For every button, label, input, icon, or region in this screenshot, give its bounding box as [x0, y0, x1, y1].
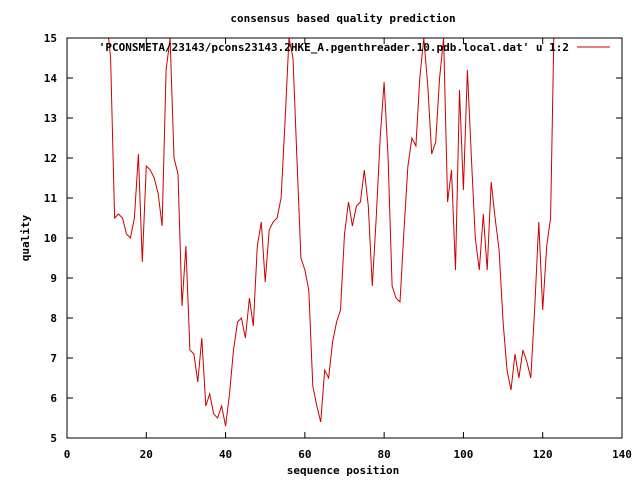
x-tick-label: 120 — [533, 448, 553, 461]
y-tick-label: 13 — [44, 112, 57, 125]
x-tick-label: 20 — [140, 448, 153, 461]
y-tick-label: 6 — [50, 392, 57, 405]
x-axis-label: sequence position — [287, 464, 400, 477]
y-tick-label: 7 — [50, 352, 57, 365]
y-tick-label: 12 — [44, 152, 57, 165]
y-tick-label: 15 — [44, 32, 57, 45]
y-tick-label: 5 — [50, 432, 57, 445]
y-tick-label: 9 — [50, 272, 57, 285]
legend-entry-label: 'PCONSMETA/23143/pcons23143.2HKE_A.pgent… — [99, 41, 569, 54]
y-tick-label: 14 — [44, 72, 58, 85]
chart-title: consensus based quality prediction — [230, 12, 455, 25]
plot-area — [108, 37, 555, 427]
x-tick-label: 80 — [378, 448, 391, 461]
x-tick-label: 140 — [612, 448, 632, 461]
series-line — [108, 37, 555, 427]
axis-ticks: 0 20 40 60 80 100 120 140 5 6 7 8 9 10 11 12 13 14 15 — [44, 32, 632, 461]
x-tick-label: 100 — [453, 448, 473, 461]
y-tick-label: 10 — [44, 232, 57, 245]
x-tick-label: 60 — [298, 448, 311, 461]
legend: 'PCONSMETA/23143/pcons23143.2HKE_A.pgent… — [99, 41, 610, 54]
x-tick-label: 40 — [219, 448, 232, 461]
x-tick-label: 0 — [64, 448, 71, 461]
y-axis-label: quality — [19, 214, 32, 261]
plot-frame — [66, 37, 623, 439]
y-tick-label: 11 — [44, 192, 58, 205]
y-tick-label: 8 — [50, 312, 57, 325]
